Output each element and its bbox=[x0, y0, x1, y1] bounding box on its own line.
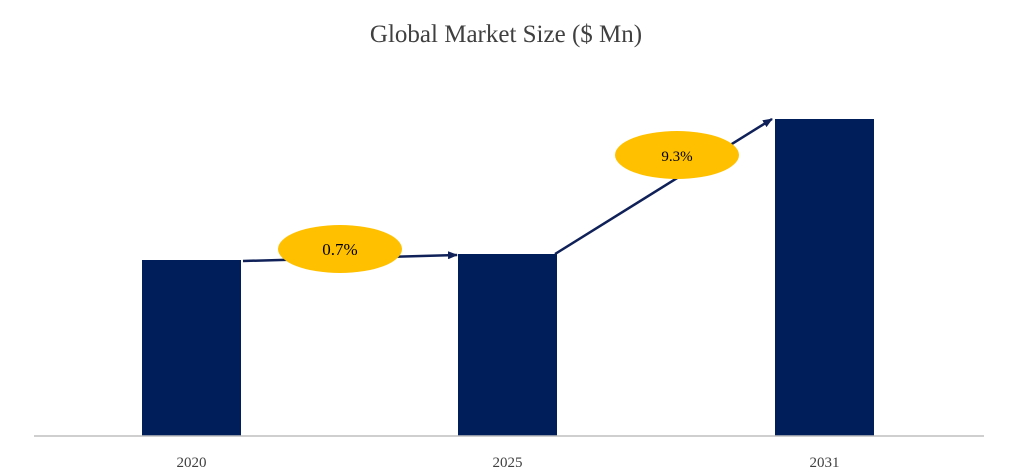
x-tick-labels: 2020 2025 2031 bbox=[177, 455, 840, 471]
x-tick-label-2025: 2025 bbox=[493, 455, 523, 471]
cagr-badge-2020-2025 bbox=[278, 225, 402, 273]
bar-2020 bbox=[142, 260, 241, 436]
x-tick-label-2031: 2031 bbox=[810, 455, 840, 471]
growth-arrow-2025-2031 bbox=[554, 117, 773, 256]
bar-2031 bbox=[775, 119, 874, 436]
bars-layer bbox=[142, 119, 874, 436]
chart-title: Global Market Size ($ Mn) bbox=[370, 21, 642, 48]
growth-arrows: 0.7% 9.3% bbox=[242, 117, 773, 273]
cagr-label-2020-2025: 0.7% bbox=[322, 240, 357, 259]
bar-2025 bbox=[458, 254, 557, 436]
cagr-badge-2025-2031 bbox=[615, 131, 739, 179]
cagr-label-2025-2031: 9.3% bbox=[661, 149, 692, 165]
x-tick-label-2020: 2020 bbox=[177, 455, 207, 471]
